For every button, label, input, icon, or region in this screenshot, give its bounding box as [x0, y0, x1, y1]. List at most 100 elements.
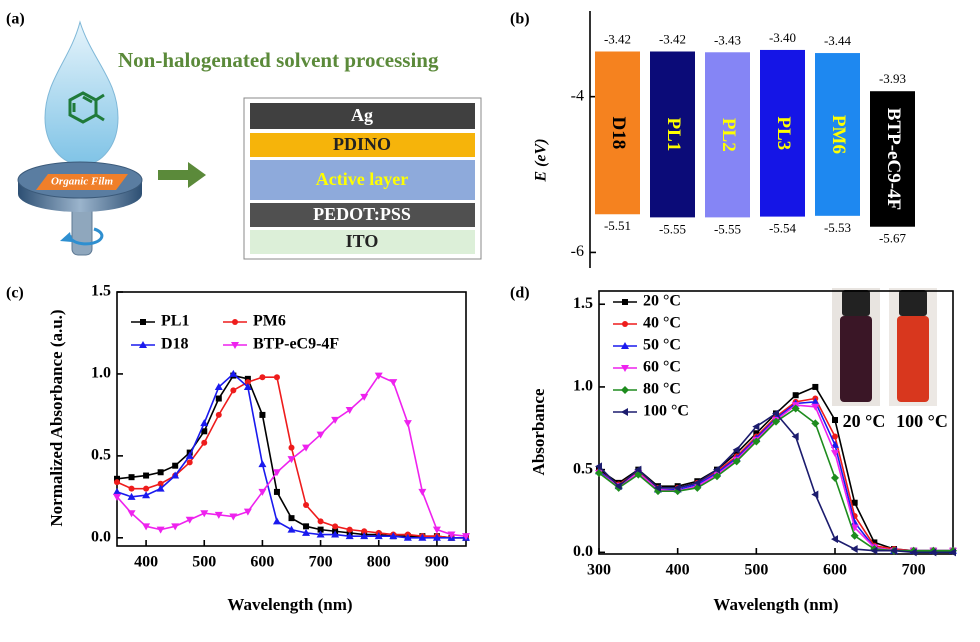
y-tick-label: 0.5 [91, 447, 111, 464]
homo-label: -5.51 [604, 218, 631, 233]
heading: Non-halogenated solvent processing [118, 48, 439, 72]
data-point [332, 523, 339, 530]
data-point [331, 530, 340, 538]
data-point [752, 437, 761, 446]
data-point [850, 545, 858, 554]
plot-frame [598, 290, 954, 555]
data-point [185, 516, 194, 524]
legend-label: 60 °C [643, 359, 681, 376]
data-point [732, 445, 740, 454]
data-point [432, 526, 441, 534]
legend-label: PM6 [253, 313, 286, 330]
energy-bar [705, 52, 750, 218]
data-point [418, 533, 427, 541]
data-point [811, 419, 820, 428]
energy-bar [650, 51, 695, 218]
panel-label: (c) [6, 285, 24, 302]
legend-label: 20 °C [643, 293, 681, 310]
data-point [142, 491, 151, 499]
data-point [201, 428, 208, 435]
legend-label: 40 °C [643, 315, 681, 332]
x-tick-label: 500 [744, 562, 768, 579]
data-point [258, 488, 267, 496]
data-point [831, 473, 839, 482]
energy-bar [870, 91, 915, 227]
data-point [403, 533, 412, 541]
organic-film [36, 174, 128, 190]
data-point [128, 474, 135, 481]
y-tick-label: 0.0 [573, 543, 593, 560]
y-tick-label: 1.0 [91, 365, 111, 382]
panel-label: (a) [6, 11, 25, 28]
data-point [595, 462, 602, 471]
lumo-label: -3.42 [659, 31, 686, 46]
data-point [831, 450, 839, 458]
bar-label: BTP-eC9-4F [883, 108, 904, 210]
x-tick-label: 600 [250, 554, 274, 571]
data-point [389, 379, 398, 387]
data-point [850, 524, 859, 532]
data-point [317, 518, 324, 525]
lumo-label: -3.43 [714, 32, 741, 47]
data-point [273, 374, 280, 381]
data-point [127, 492, 136, 500]
data-point [713, 465, 720, 474]
layer-ito [250, 230, 475, 254]
data-point [791, 404, 800, 413]
data-point [403, 420, 412, 428]
y-tick-label: 0.0 [91, 528, 111, 545]
data-point [287, 456, 296, 464]
data-point [127, 510, 136, 518]
data-point [389, 532, 398, 540]
data-point [673, 483, 681, 492]
data-point [713, 472, 721, 481]
data-point [302, 444, 311, 452]
lumo-label: -3.93 [879, 71, 906, 86]
data-point [811, 403, 820, 411]
data-point [272, 517, 281, 525]
series-line [116, 374, 467, 537]
y-tick-label: -6 [571, 243, 584, 260]
data-point [316, 431, 325, 439]
vial-100c [897, 316, 929, 402]
data-point [752, 422, 760, 431]
vial-cap [842, 290, 870, 316]
data-point [831, 535, 838, 544]
y-tick-label: 1.5 [91, 283, 111, 300]
panel-label: (d) [510, 285, 530, 302]
data-point [259, 411, 266, 418]
data-point [316, 530, 325, 538]
x-tick-label: 400 [666, 562, 690, 579]
legend-marker [622, 299, 628, 305]
homo-label: -5.55 [659, 221, 686, 236]
data-point [185, 451, 194, 459]
data-point [303, 502, 310, 509]
data-point [273, 488, 280, 495]
data-point [360, 532, 369, 540]
bar-label: PL1 [663, 118, 684, 152]
bar-label: PL3 [773, 116, 794, 150]
data-point [272, 469, 281, 477]
legend-label: BTP-eC9-4F [253, 336, 339, 353]
legend-label: PL1 [161, 313, 189, 330]
data-point [114, 479, 120, 486]
data-point [113, 493, 121, 501]
bar-label: PM6 [828, 115, 849, 154]
y-axis-label: Absorbance [529, 388, 548, 475]
data-point [772, 417, 780, 426]
x-tick-label: 900 [425, 554, 449, 571]
data-point [186, 459, 193, 466]
data-point [772, 409, 779, 418]
y-axis-label: E (eV) [533, 138, 550, 182]
data-point [171, 523, 180, 531]
data-point [418, 488, 427, 496]
data-point [214, 383, 223, 391]
data-point [288, 444, 295, 451]
x-tick-label: 400 [134, 554, 158, 571]
x-tick-label: 300 [587, 562, 611, 579]
data-point [142, 523, 151, 531]
legend-marker [621, 365, 629, 372]
y-tick-label: 0.5 [573, 460, 593, 477]
data-point [949, 548, 956, 557]
layer-label: ITO [346, 231, 379, 251]
